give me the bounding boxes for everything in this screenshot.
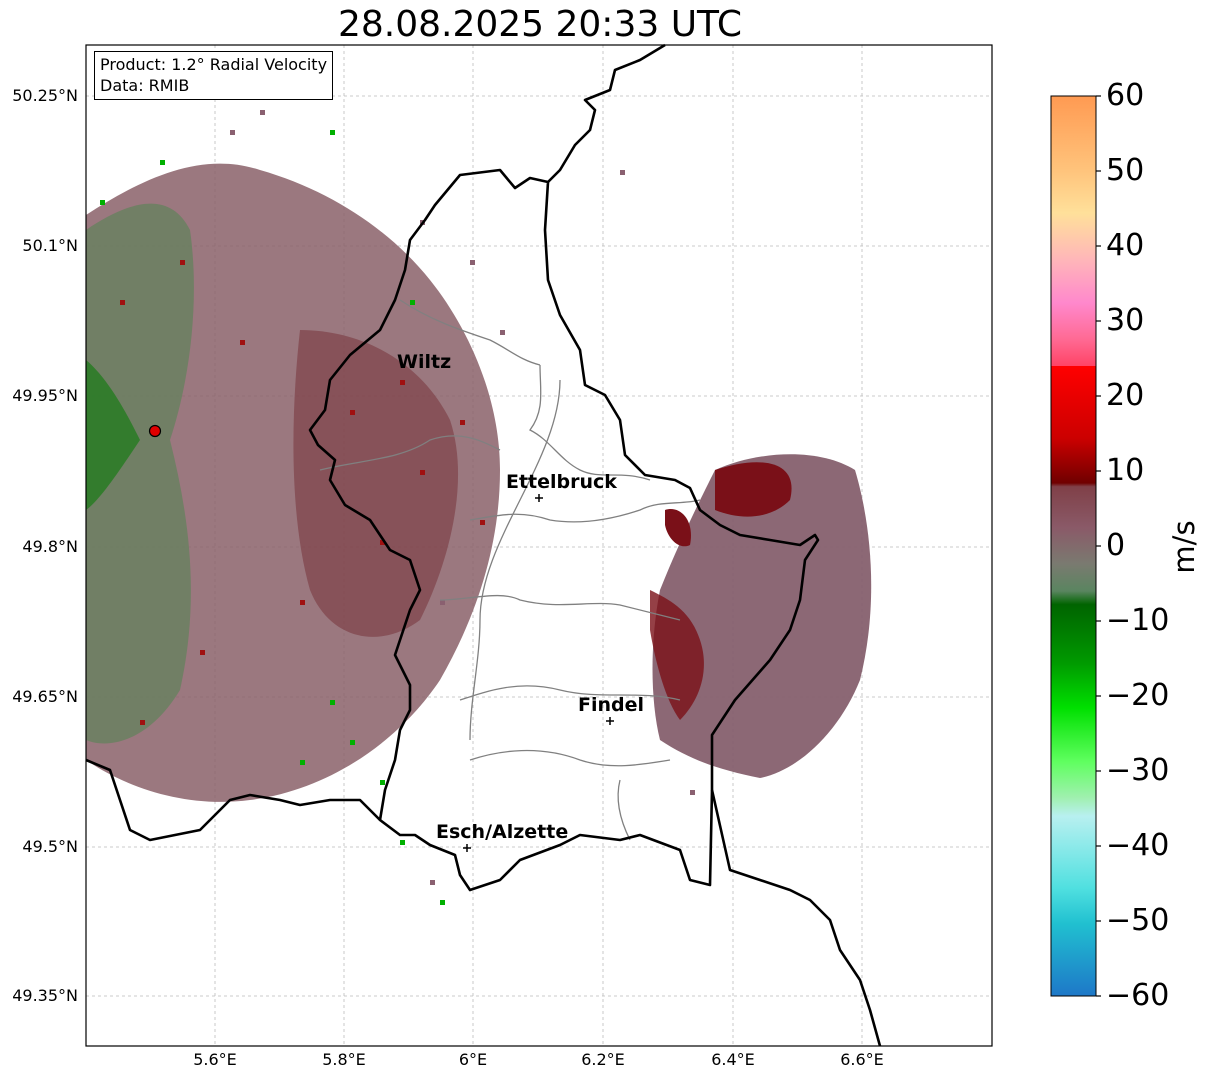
colorbar-gradient: [1050, 95, 1097, 997]
lon-label: 6°E: [458, 1050, 488, 1069]
canton-boundaries: [319, 299, 701, 841]
lat-label: 49.8°N: [22, 537, 78, 556]
map-title: 28.08.2025 20:33 UTC: [337, 4, 743, 45]
colorbar-tick-label: 10: [1106, 453, 1145, 488]
lon-label: 6.6°E: [840, 1050, 884, 1069]
lat-label: 49.5°N: [22, 837, 78, 856]
city-label-wiltz: Wiltz: [397, 351, 452, 373]
colorbar-tick-label: 30: [1106, 303, 1145, 338]
colorbar-tick-label: 20: [1106, 378, 1145, 413]
lon-label: 6.2°E: [581, 1050, 625, 1069]
colorbar-tick-label: 60: [1106, 78, 1145, 113]
lat-label: 50.25°N: [12, 86, 78, 105]
plot-frame: [85, 44, 993, 1047]
radar-echo-west: [86, 110, 695, 905]
lon-label: 6.4°E: [711, 1050, 755, 1069]
colorbar-tick-label: 0: [1106, 528, 1126, 563]
city-markers: [463, 494, 614, 852]
lon-label: 5.8°E: [322, 1050, 366, 1069]
city-label-esch: Esch/Alzette: [436, 821, 569, 843]
colorbar-tick-label: −10: [1106, 603, 1170, 638]
colorbar-ticks: [1096, 95, 1101, 997]
colorbar-tick-label: −20: [1106, 678, 1170, 713]
lat-label: 49.95°N: [12, 386, 78, 405]
colorbar-unit-label: m/s: [1167, 520, 1201, 574]
lat-label: 49.35°N: [12, 986, 78, 1005]
lon-label: 5.6°E: [193, 1050, 237, 1069]
colorbar-tick-label: 50: [1106, 153, 1145, 188]
city-label-ettelbruck: Ettelbruck: [506, 471, 617, 493]
colorbar-tick-label: −50: [1106, 903, 1170, 938]
radar-site-marker: [148, 424, 162, 438]
product-info-box: Product: 1.2° Radial Velocity Data: RMIB: [94, 51, 334, 100]
lat-label: 50.1°N: [22, 236, 78, 255]
colorbar-tick-label: −30: [1106, 753, 1170, 788]
colorbar-tick-label: 40: [1106, 228, 1145, 263]
lat-label: 49.65°N: [12, 687, 78, 706]
colorbar-tick-label: −60: [1106, 978, 1170, 1013]
colorbar-tick-label: −40: [1106, 828, 1170, 863]
data-source-label: Data: RMIB: [100, 76, 190, 95]
country-borders: [85, 43, 882, 1047]
city-label-findel: Findel: [578, 694, 645, 716]
product-label: Product: 1.2° Radial Velocity: [100, 55, 328, 74]
